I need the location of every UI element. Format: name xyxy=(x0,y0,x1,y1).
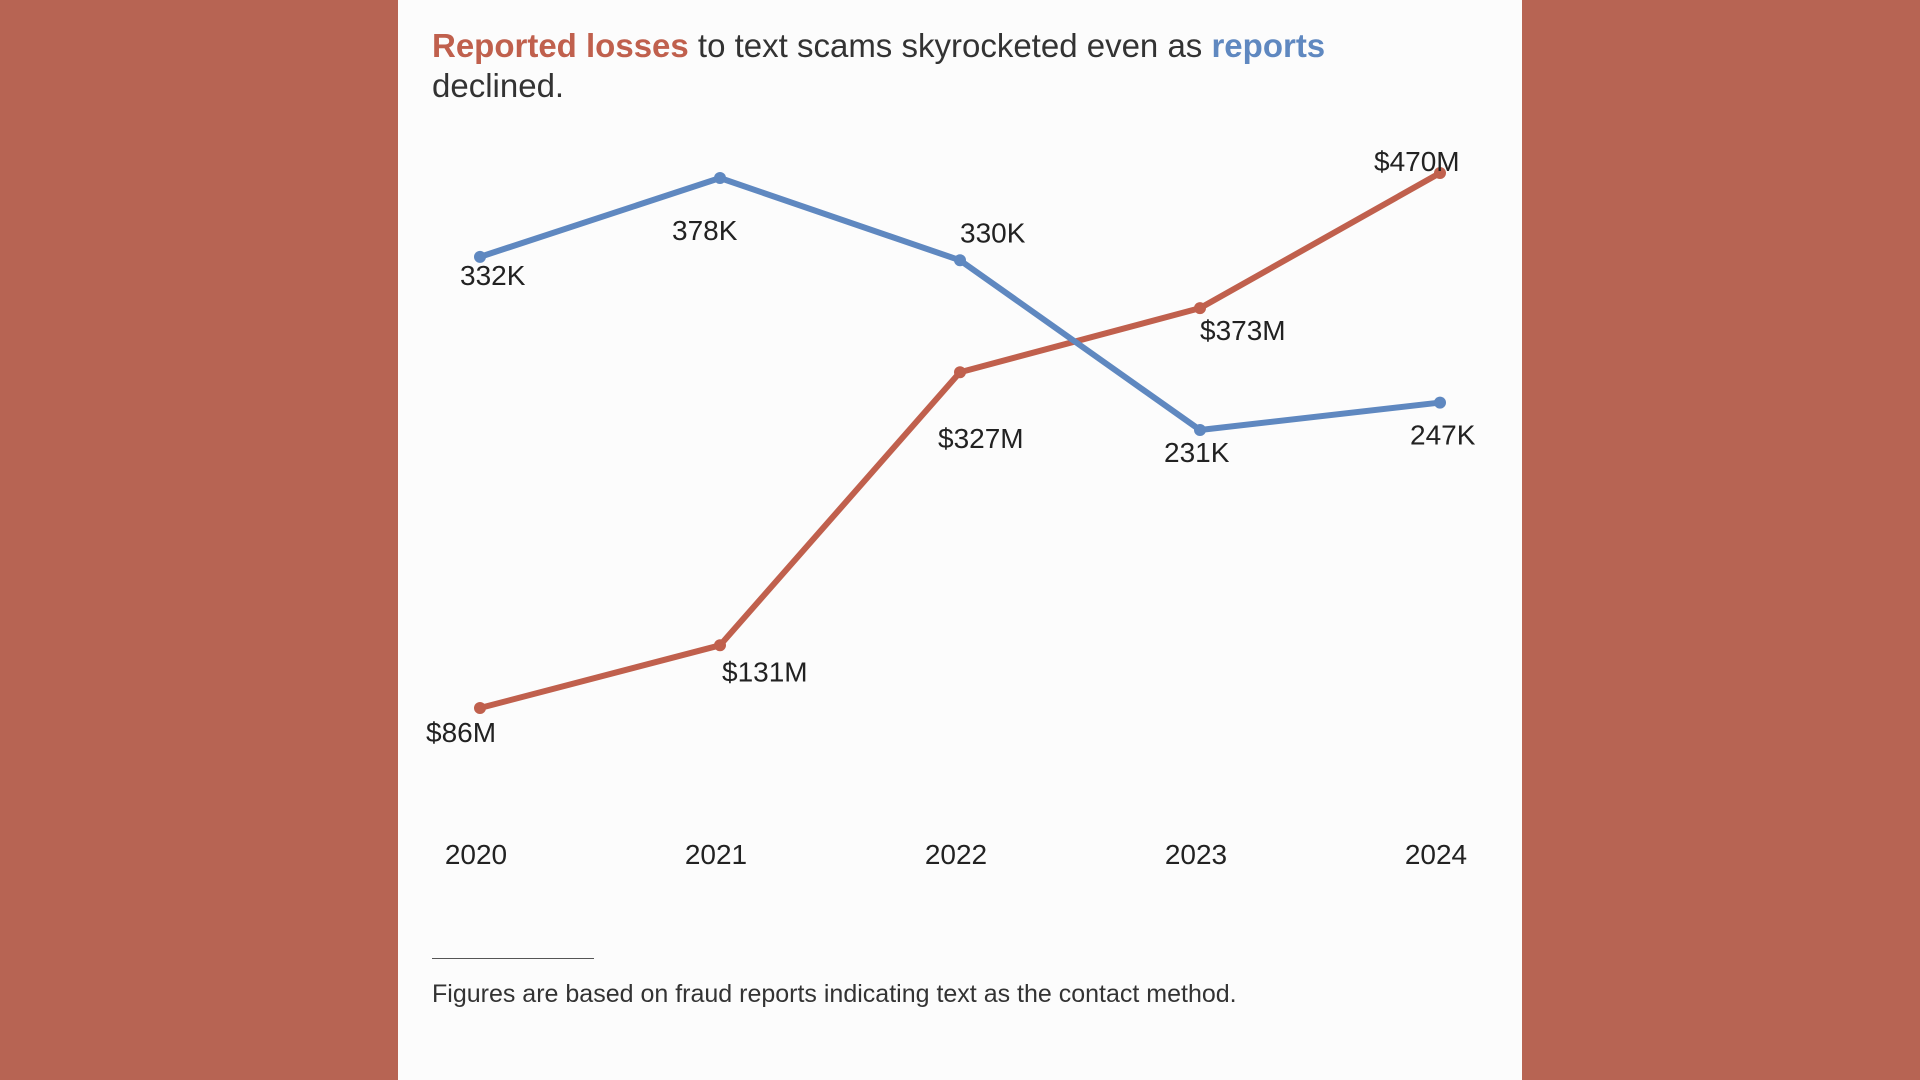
reports-series-line xyxy=(477,175,1443,433)
headline-losses-keyword: Reported losses xyxy=(432,27,689,64)
reports-data-label-2024: 247K xyxy=(1410,420,1476,451)
losses-data-label-2020: $86M xyxy=(426,717,496,748)
chart-headline: Reported losses to text scams skyrockete… xyxy=(432,26,1432,106)
losses-point-2023 xyxy=(1194,302,1206,315)
chart-panel: Reported losses to text scams skyrockete… xyxy=(398,0,1522,1080)
reports-data-label-2022: 330K xyxy=(960,217,1026,248)
losses-data-label-2023: $373M xyxy=(1200,315,1286,346)
x-tick-label-2023: 2023 xyxy=(1165,839,1227,870)
headline-text-1: to text scams skyrocketed even as xyxy=(688,27,1212,64)
losses-point-2024 xyxy=(1434,167,1446,179)
reports-point-2023 xyxy=(1194,424,1206,436)
losses-data-label-2022: $327M xyxy=(938,423,1024,454)
line-chart: 332K 378K 330K 231K 247K $86M $131M $327M $373M $… xyxy=(426,146,1476,870)
reports-data-label-2021: 378K xyxy=(672,215,738,246)
reports-point-2021 xyxy=(714,172,726,184)
reports-point-2022 xyxy=(954,254,966,267)
losses-point-2022 xyxy=(954,366,966,379)
headline-reports-keyword: reports xyxy=(1211,27,1326,64)
losses-point-2020 xyxy=(474,702,486,714)
losses-data-label-2024: $470M xyxy=(1374,146,1460,177)
headline-text-2: declined. xyxy=(432,67,565,104)
footnote: Figures are based on fraud reports indic… xyxy=(432,980,1237,1008)
x-tick-label-2021: 2021 xyxy=(685,839,747,870)
losses-point-2021 xyxy=(714,639,726,652)
reports-point-2020 xyxy=(474,250,486,263)
losses-data-label-2021: $131M xyxy=(722,656,808,687)
footnote-divider xyxy=(432,958,594,959)
x-tick-label-2022: 2022 xyxy=(925,839,987,870)
reports-data-label-2023: 231K xyxy=(1164,437,1230,468)
x-tick-label-2020: 2020 xyxy=(445,839,507,870)
reports-data-label-2020: 332K xyxy=(460,260,526,291)
reports-point-2024 xyxy=(1434,396,1446,409)
x-tick-label-2024: 2024 xyxy=(1405,839,1467,870)
